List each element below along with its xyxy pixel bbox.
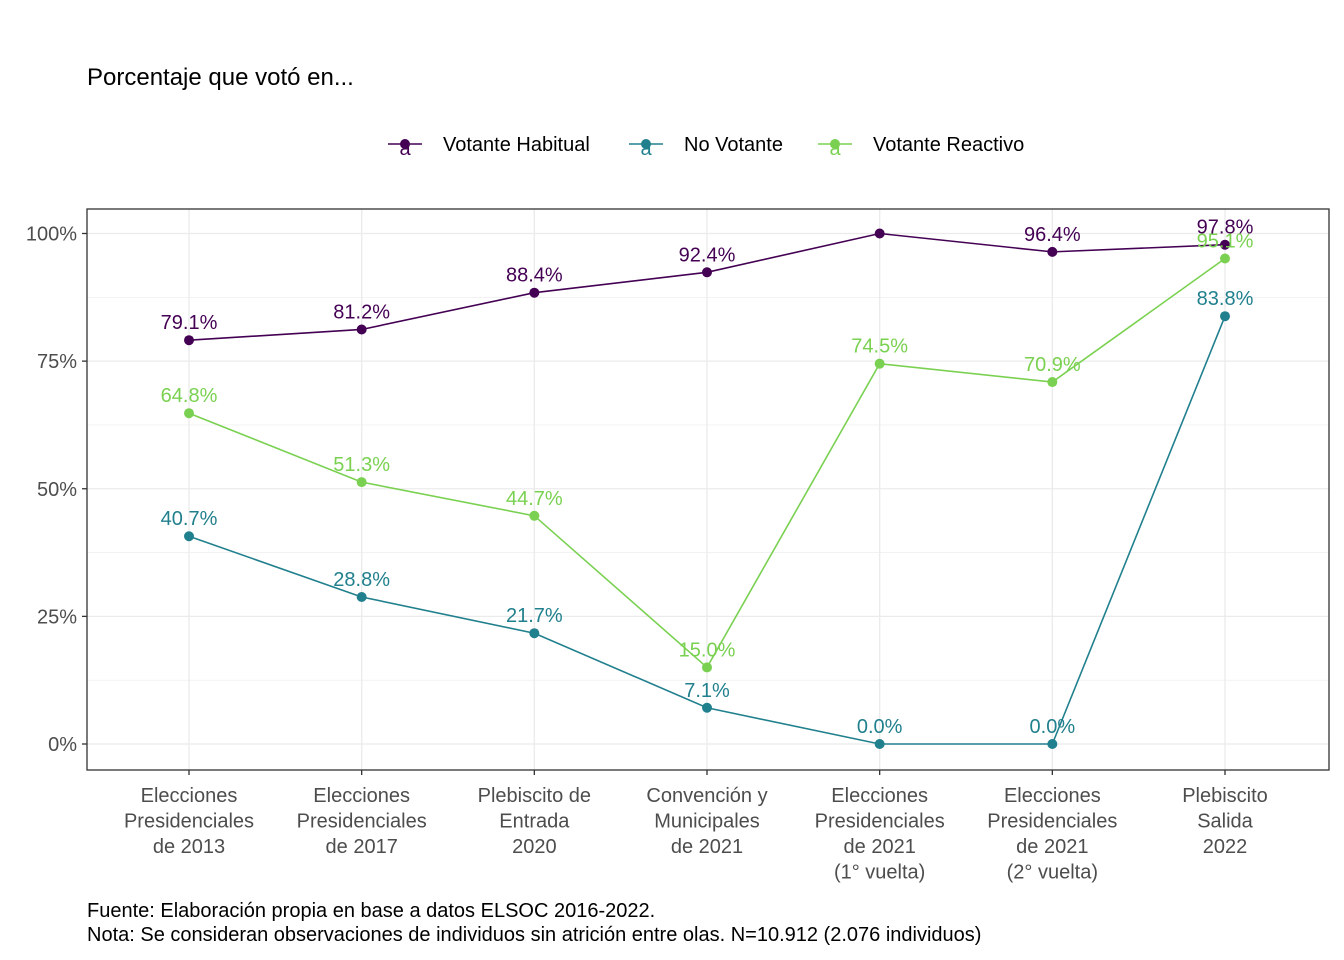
data-point	[702, 662, 712, 673]
x-tick-label-line: Elecciones	[1004, 785, 1101, 807]
x-axis: Elecciones Presidenciales de 2013Eleccione…	[124, 770, 1268, 884]
y-tick-label: 0%	[48, 734, 77, 756]
x-tick-label: Plebiscito Salida 2022	[1182, 785, 1268, 858]
data-label: 0.0%	[857, 716, 903, 738]
data-label: 97.8%	[1197, 217, 1254, 239]
data-point	[356, 477, 367, 488]
data-point	[529, 628, 540, 639]
data-point	[1047, 377, 1058, 388]
data-label: 96.4%	[1024, 224, 1081, 246]
data-point	[1047, 246, 1058, 257]
x-tick-label: Elecciones Presidenciales de 2021 (2° vuelt…	[987, 785, 1117, 884]
data-point	[1220, 311, 1230, 322]
legend-label: Votante Reactivo	[873, 134, 1024, 156]
x-tick-label-line: Presidenciales	[297, 811, 427, 833]
data-point	[184, 531, 194, 542]
x-tick-label: Plebiscito de Entrada 2020	[478, 785, 591, 858]
data-point	[702, 702, 712, 713]
data-label: 7.1%	[684, 680, 730, 702]
x-tick-label-line: Elecciones	[831, 785, 928, 807]
legend-key-glyph: a	[399, 138, 411, 160]
caption: Fuente: Elaboración propia en base a dat…	[87, 900, 981, 946]
data-point	[529, 510, 540, 521]
data-label: 81.2%	[333, 301, 390, 323]
data-point	[702, 267, 712, 278]
x-tick-label-line: Plebiscito	[1182, 785, 1268, 807]
legend: a Votante Habitual a No Votante a Votante Rea…	[388, 134, 1024, 160]
x-tick-label-line: (1° vuelta)	[834, 862, 925, 884]
x-tick-label-line: de 2021	[844, 836, 916, 858]
data-labels: 79.1% 81.2% 88.4% 92.4% 96.4% 97.8% 40.7% 28.8%…	[161, 217, 1254, 738]
data-label: 79.1%	[161, 312, 218, 334]
y-tick-label: 25%	[37, 606, 77, 628]
data-label: 15.0%	[679, 639, 736, 661]
data-point	[1047, 739, 1058, 749]
legend-label: Votante Habitual	[443, 134, 590, 156]
data-point	[356, 324, 367, 335]
x-tick-label: Elecciones Presidenciales de 2013	[124, 785, 254, 858]
x-tick-label-line: Entrada	[499, 811, 570, 833]
chart-title: Porcentaje que votó en...	[87, 64, 354, 91]
x-tick-label-line: de 2021	[1016, 836, 1088, 858]
data-label: 40.7%	[161, 508, 218, 530]
x-tick-label-line: 2022	[1203, 836, 1248, 858]
data-point	[184, 408, 194, 419]
plot-border	[86, 208, 1330, 771]
x-tick-label-line: Convención y	[646, 785, 767, 807]
y-tick-label: 50%	[37, 479, 77, 501]
legend-key-point	[830, 139, 840, 149]
x-tick-label: Elecciones Presidenciales de 2021 (1° vuelt…	[815, 785, 945, 884]
legend-key-glyph: a	[640, 138, 652, 160]
x-tick-label-line: (2° vuelta)	[1007, 862, 1098, 884]
data-label: 88.4%	[506, 265, 563, 287]
data-label: 44.7%	[506, 488, 563, 510]
x-tick-label-line: de 2013	[153, 836, 225, 858]
legend-key-point	[400, 139, 410, 149]
x-tick-label-line: Presidenciales	[124, 811, 254, 833]
data-label: 64.8%	[161, 385, 218, 407]
x-tick-label-line: Presidenciales	[815, 811, 945, 833]
data-point	[874, 228, 885, 239]
data-point	[356, 591, 367, 602]
data-label: 83.8%	[1197, 288, 1254, 310]
legend-key-glyph: a	[829, 138, 841, 160]
data-label: 74.5%	[851, 336, 908, 358]
data-point	[529, 287, 540, 298]
caption-note: Nota: Se consideran observaciones de ind…	[87, 924, 981, 946]
y-tick-label: 100%	[26, 224, 77, 246]
grid	[87, 209, 1329, 770]
data-label: 51.3%	[333, 454, 390, 476]
data-label: 0.0%	[1030, 716, 1076, 738]
data-label: 92.4%	[679, 244, 736, 266]
legend-key-point	[641, 139, 651, 149]
x-tick-label-line: Municipales	[654, 811, 760, 833]
data-point	[874, 739, 885, 749]
data-label: 95.1%	[1197, 231, 1254, 253]
data-point	[874, 358, 885, 369]
x-tick-label-line: Salida	[1197, 811, 1253, 833]
x-tick-label-line: Elecciones	[313, 785, 410, 807]
x-tick-label: Elecciones Presidenciales de 2017	[297, 785, 427, 858]
x-tick-label-line: de 2017	[326, 836, 398, 858]
y-axis: 0% 25% 50% 75% 100%	[26, 224, 87, 756]
x-tick-label-line: de 2021	[671, 836, 743, 858]
data-point	[184, 335, 194, 346]
x-tick-label-line: Presidenciales	[987, 811, 1117, 833]
data-label: 21.7%	[506, 605, 563, 627]
data-label: 28.8%	[333, 569, 390, 591]
legend-label: No Votante	[684, 134, 783, 156]
caption-source: Fuente: Elaboración propia en base a dat…	[87, 900, 655, 922]
x-tick-label-line: 2020	[512, 836, 557, 858]
data-label: 70.9%	[1024, 354, 1081, 376]
data-point	[1220, 253, 1230, 264]
data-point	[1220, 239, 1230, 250]
x-tick-label-line: Elecciones	[141, 785, 238, 807]
series-layer	[184, 228, 1230, 749]
plot-panel	[87, 209, 1329, 770]
x-tick-label: Convención y Municipales de 2021	[646, 785, 767, 858]
x-tick-label-line: Plebiscito de	[478, 785, 591, 807]
y-tick-label: 75%	[37, 351, 77, 373]
